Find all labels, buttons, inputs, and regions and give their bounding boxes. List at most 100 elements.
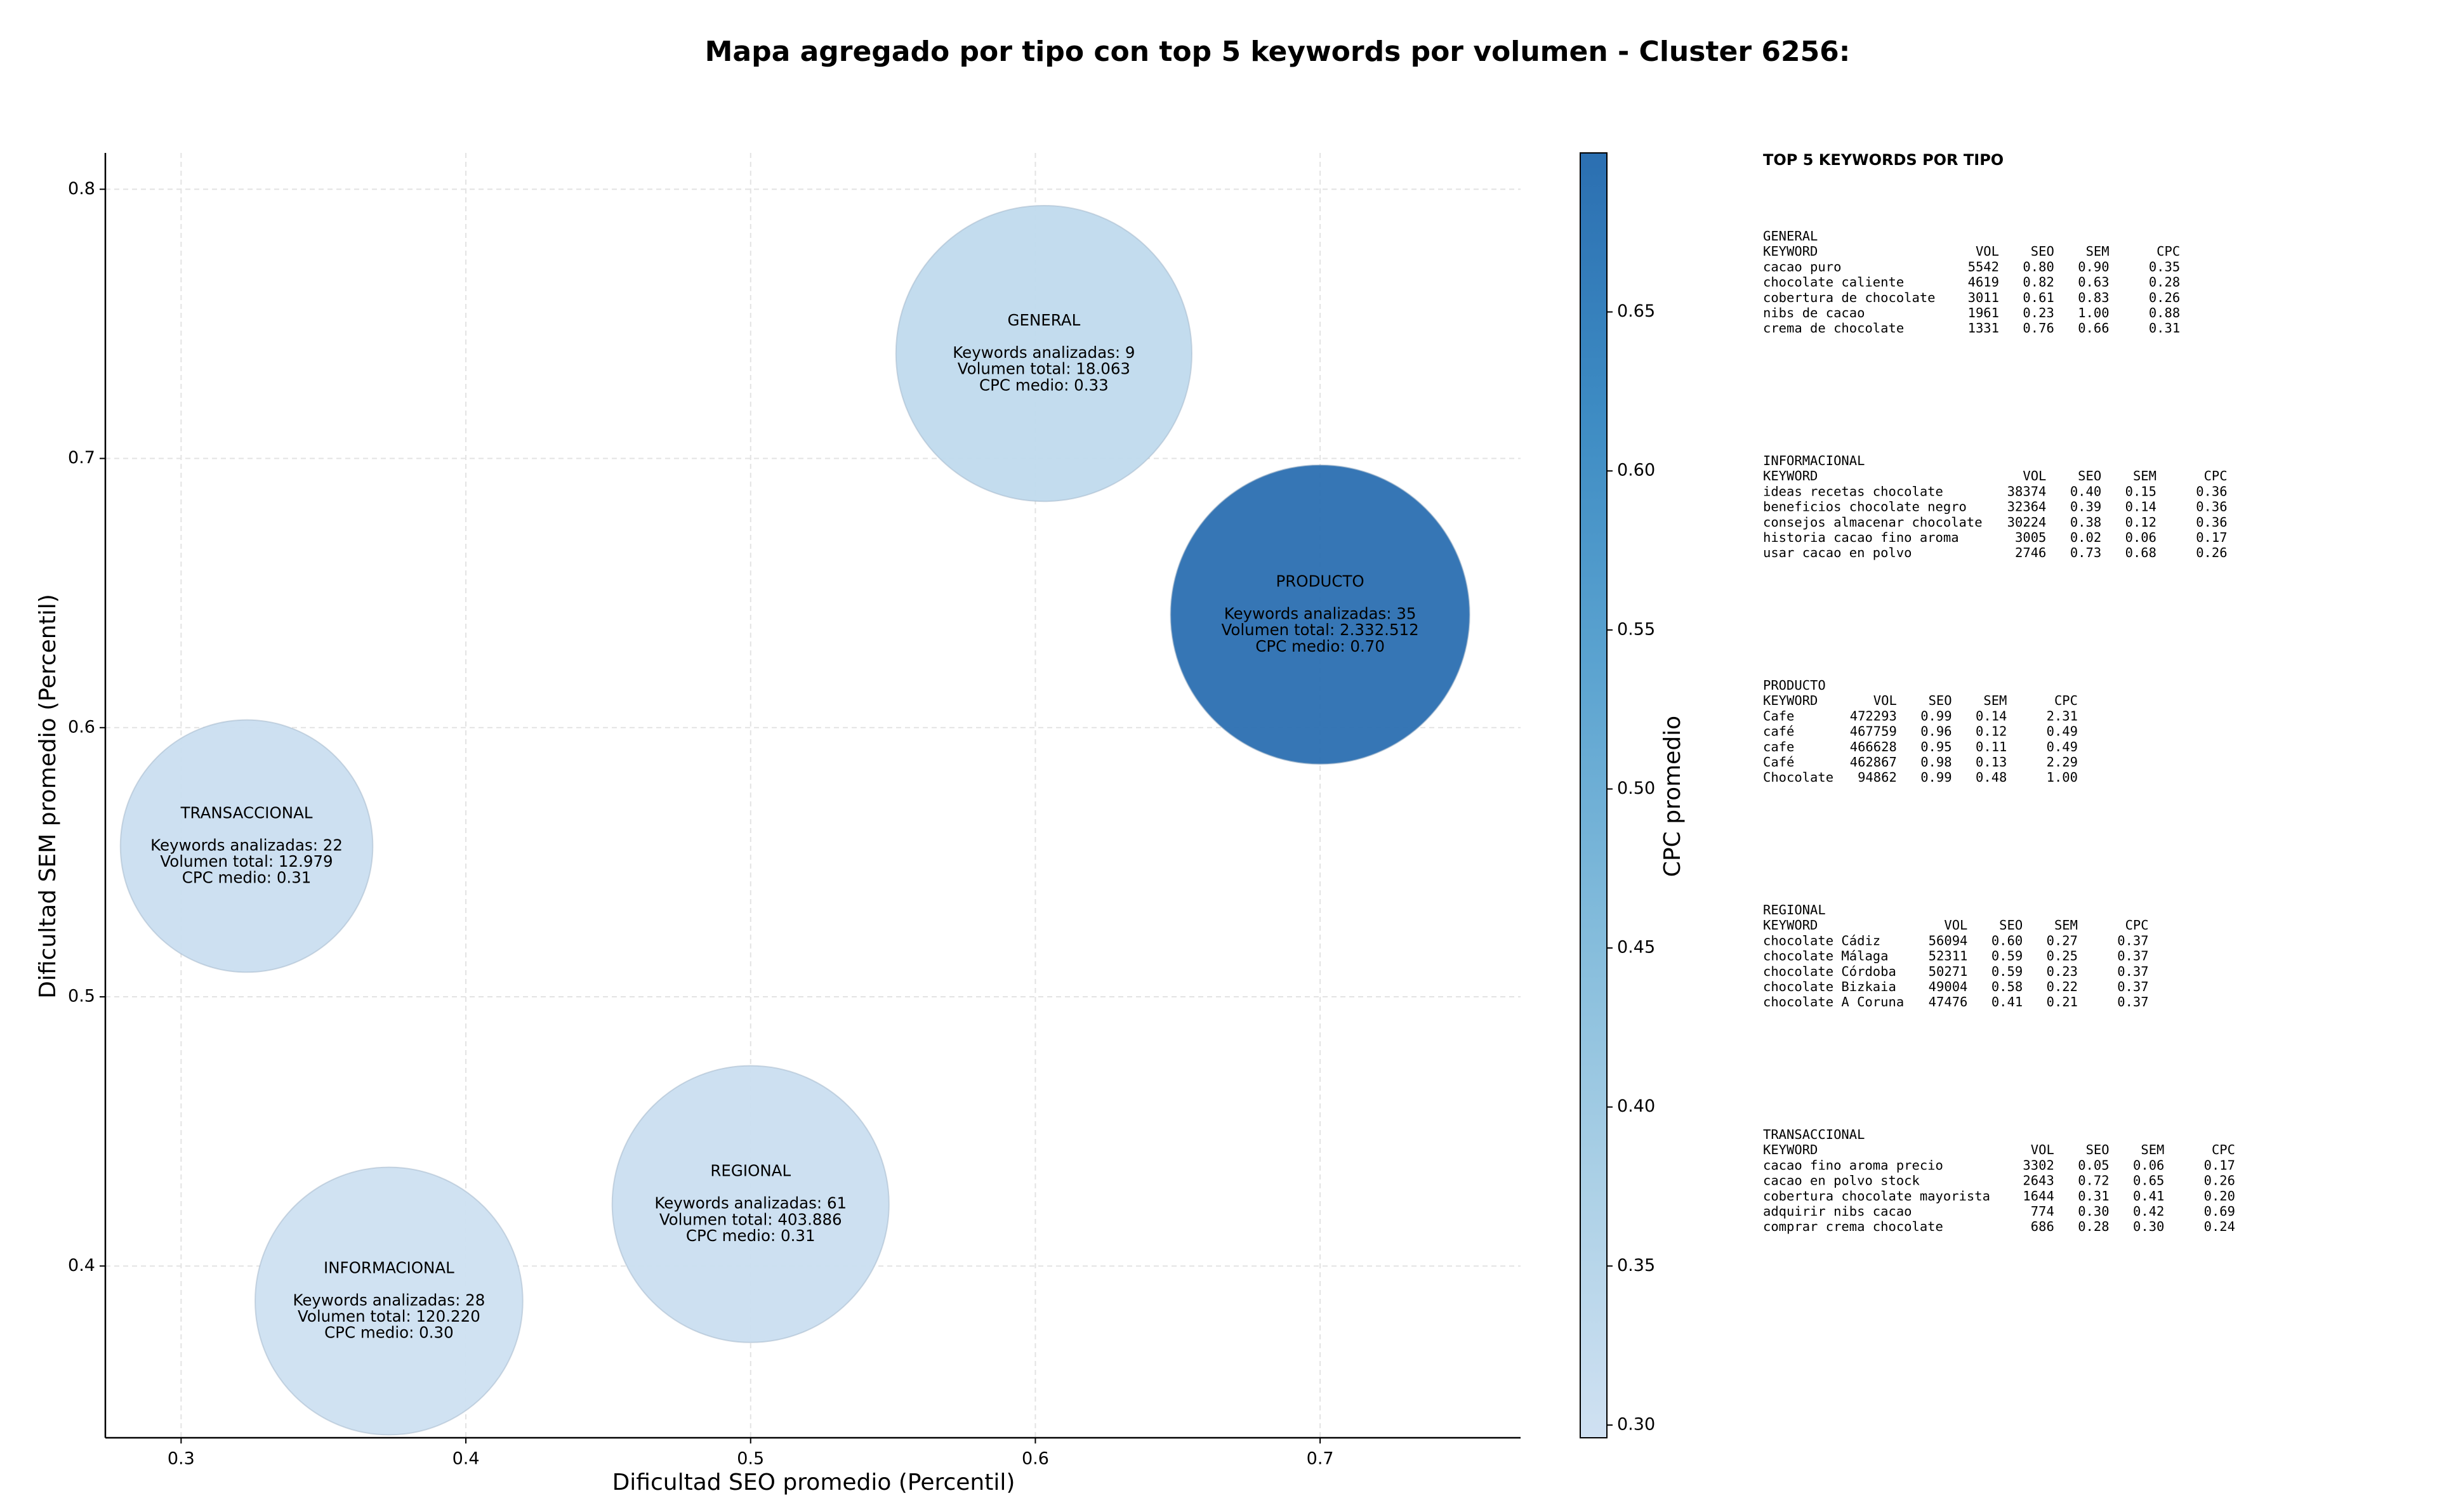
table-header: VOL xyxy=(2031,1142,2054,1157)
group-name: REGIONAL xyxy=(1763,902,1826,917)
bubble-title: TRANSACCIONAL xyxy=(180,803,313,822)
table-cell: 0.26 xyxy=(2196,545,2227,560)
group-name: PRODUCTO xyxy=(1763,678,1826,693)
table-cell: 0.69 xyxy=(2204,1204,2235,1219)
table-cell: chocolate Bizkaia xyxy=(1763,979,1896,994)
table-cell: 1961 xyxy=(1968,305,1999,320)
table-cell: 0.95 xyxy=(1920,739,1952,754)
table-cell: 0.37 xyxy=(2117,933,2148,948)
table-header: KEYWORD xyxy=(1763,468,1818,483)
bubble-annotation: Volumen total: 18.063 xyxy=(958,360,1130,378)
table-cell: nibs de cacao xyxy=(1763,305,1865,320)
table-cell: crema de chocolate xyxy=(1763,320,1904,336)
table-cell: 0.23 xyxy=(2023,305,2054,320)
table-cell: 0.99 xyxy=(1920,708,1952,723)
table-cell: 0.37 xyxy=(2117,994,2148,1009)
table-cell: adquirir nibs cacao xyxy=(1763,1204,1912,1219)
colorbar-tick-label: 0.60 xyxy=(1617,461,1655,480)
table-cell: 0.25 xyxy=(2047,949,2078,964)
table-cell: 52311 xyxy=(1929,949,1968,964)
bubble xyxy=(611,1065,890,1343)
table-cell: 32364 xyxy=(2007,499,2047,515)
table-cell: 1.00 xyxy=(2078,305,2109,320)
table-cell: 0.36 xyxy=(2196,483,2227,499)
table-cell: cobertura chocolate mayorista xyxy=(1763,1188,1990,1204)
table-header: CPC xyxy=(2212,1142,2235,1157)
bubble xyxy=(1170,464,1470,765)
table-cell: 0.14 xyxy=(1976,708,2007,723)
table-header: SEM xyxy=(2054,917,2078,933)
table-cell: 0.61 xyxy=(2023,290,2054,305)
panel-title: TOP 5 KEYWORDS POR TIPO xyxy=(1763,151,2004,169)
colorbar-tick-label: 0.50 xyxy=(1617,779,1655,798)
table-cell: Cafe xyxy=(1763,708,1794,723)
table-cell: 0.39 xyxy=(2070,499,2101,515)
table-header: VOL xyxy=(1944,917,1967,933)
table-cell: 0.59 xyxy=(1991,949,2023,964)
y-tick-label: 0.5 xyxy=(68,987,95,1006)
table-cell: 0.35 xyxy=(2149,259,2180,274)
table-cell: 0.23 xyxy=(2047,964,2078,979)
table-cell: 3005 xyxy=(2015,530,2046,545)
table-cell: ideas recetas chocolate xyxy=(1763,483,1943,499)
y-tick-label: 0.6 xyxy=(68,717,95,737)
group-name: GENERAL xyxy=(1763,228,1818,244)
group-name: INFORMACIONAL xyxy=(1763,453,1865,468)
table-cell: 50271 xyxy=(1929,964,1968,979)
table-cell: 0.65 xyxy=(2133,1173,2164,1188)
table-cell: 0.30 xyxy=(2133,1219,2164,1234)
table-cell: 30224 xyxy=(2007,515,2047,530)
table-cell: 0.30 xyxy=(2078,1204,2109,1219)
bubble-annotation: Keywords analizadas: 35 xyxy=(1224,605,1417,623)
table-cell: 0.15 xyxy=(2125,483,2156,499)
bubble-annotation: CPC medio: 0.31 xyxy=(686,1226,816,1245)
table-cell: 0.31 xyxy=(2149,320,2180,336)
colorbar-tick-label: 0.55 xyxy=(1617,619,1655,639)
table-cell: 0.90 xyxy=(2078,259,2109,274)
table-cell: 0.38 xyxy=(2070,515,2101,530)
bubble-annotation: CPC medio: 0.30 xyxy=(324,1324,454,1342)
table-header: CPC xyxy=(2125,917,2149,933)
table-cell: historia cacao fino aroma xyxy=(1763,530,1959,545)
table-cell: 0.96 xyxy=(1920,724,1952,739)
bubble xyxy=(895,204,1193,503)
table-cell: 0.36 xyxy=(2196,515,2227,530)
table-cell: 462867 xyxy=(1850,754,1897,770)
y-tick-label: 0.4 xyxy=(68,1256,95,1275)
table-cell: 0.83 xyxy=(2078,290,2109,305)
table-cell: 0.68 xyxy=(2125,545,2156,560)
table-cell: 472293 xyxy=(1850,708,1897,723)
table-cell: cobertura de chocolate xyxy=(1763,290,1936,305)
table-cell: 0.99 xyxy=(1920,770,1952,785)
table-header: SEO xyxy=(2086,1142,2110,1157)
table-cell: 47476 xyxy=(1929,994,1968,1009)
table-cell: consejos almacenar chocolate xyxy=(1763,515,1983,530)
x-tick-label: 0.6 xyxy=(1022,1449,1049,1469)
table-cell: 1.00 xyxy=(2047,770,2078,785)
table-header: SEO xyxy=(1929,693,1952,708)
bubble-annotation: Keywords analizadas: 61 xyxy=(654,1194,847,1213)
table-header: CPC xyxy=(2156,244,2180,259)
chart-title: Mapa agregado por tipo con top 5 keyword… xyxy=(705,36,1851,68)
table-cell: 2.29 xyxy=(2047,754,2078,770)
bubble-title: PRODUCTO xyxy=(1276,572,1364,590)
table-cell: 0.76 xyxy=(2023,320,2054,336)
y-axis-label: Dificultad SEM promedio (Percentil) xyxy=(35,594,61,999)
colorbar-tick-label: 0.65 xyxy=(1617,301,1655,321)
colorbar xyxy=(1580,152,1608,1438)
table-cell: 774 xyxy=(2031,1204,2054,1219)
table-header: KEYWORD xyxy=(1763,693,1818,708)
table-cell: 0.11 xyxy=(1976,739,2007,754)
table-cell: 0.48 xyxy=(1976,770,2007,785)
table-cell: 0.20 xyxy=(2204,1188,2235,1204)
table-cell: 0.05 xyxy=(2078,1157,2109,1173)
table-cell: chocolate Cádiz xyxy=(1763,933,1880,948)
table-cell: 0.27 xyxy=(2047,933,2078,948)
bubble-annotation: Keywords analizadas: 22 xyxy=(150,836,343,854)
group-name: TRANSACCIONAL xyxy=(1763,1127,1865,1142)
table-cell: 38374 xyxy=(2007,483,2047,499)
table-cell: 0.22 xyxy=(2047,979,2078,994)
table-cell: 0.37 xyxy=(2117,979,2148,994)
